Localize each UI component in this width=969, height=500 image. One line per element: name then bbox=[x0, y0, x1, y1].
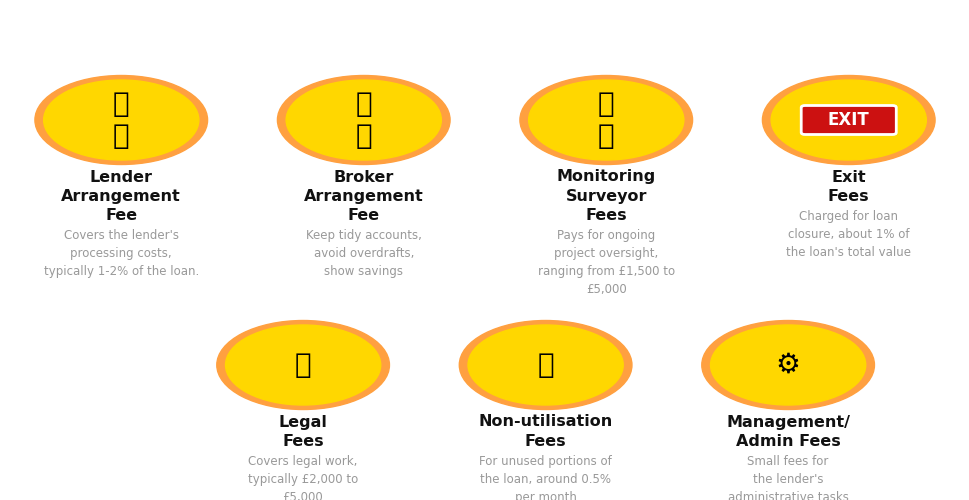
Text: Keep tidy accounts,
avoid overdrafts,
show savings: Keep tidy accounts, avoid overdrafts, sh… bbox=[305, 229, 422, 278]
Circle shape bbox=[35, 76, 207, 164]
Circle shape bbox=[519, 76, 692, 164]
Circle shape bbox=[467, 325, 622, 405]
Text: 🔨: 🔨 bbox=[295, 351, 311, 379]
Text: 💵
🤲: 💵 🤲 bbox=[112, 90, 130, 150]
Text: Non-utilisation
Fees: Non-utilisation Fees bbox=[478, 414, 612, 448]
Text: Charged for loan
closure, about 1% of
the loan's total value: Charged for loan closure, about 1% of th… bbox=[786, 210, 910, 259]
Text: Broker
Arrangement
Fee: Broker Arrangement Fee bbox=[303, 170, 423, 223]
Text: Small fees for
the lender's
administrative tasks: Small fees for the lender's administrati… bbox=[727, 455, 848, 500]
FancyBboxPatch shape bbox=[800, 106, 895, 134]
Text: For unused portions of
the loan, around 0.5%
per month: For unused portions of the loan, around … bbox=[479, 455, 611, 500]
Text: Lender
Arrangement
Fee: Lender Arrangement Fee bbox=[61, 170, 181, 223]
Circle shape bbox=[770, 80, 925, 160]
Text: Management/
Admin Fees: Management/ Admin Fees bbox=[726, 414, 849, 448]
Circle shape bbox=[709, 325, 864, 405]
Circle shape bbox=[528, 80, 683, 160]
Text: Covers the lender's
processing costs,
typically 1-2% of the loan.: Covers the lender's processing costs, ty… bbox=[44, 229, 199, 278]
Text: Exit
Fees: Exit Fees bbox=[828, 170, 868, 203]
Circle shape bbox=[216, 320, 389, 410]
Text: 👔
💰: 👔 💰 bbox=[355, 90, 372, 150]
Circle shape bbox=[286, 80, 441, 160]
Text: EXIT: EXIT bbox=[827, 111, 869, 129]
Circle shape bbox=[44, 80, 199, 160]
Circle shape bbox=[701, 320, 874, 410]
Circle shape bbox=[225, 325, 380, 405]
Text: ⚙️: ⚙️ bbox=[775, 351, 799, 379]
Text: Legal
Fees: Legal Fees bbox=[278, 414, 328, 448]
Text: Covers legal work,
typically £2,000 to
£5,000: Covers legal work, typically £2,000 to £… bbox=[248, 455, 358, 500]
Text: 💵: 💵 bbox=[537, 351, 553, 379]
Circle shape bbox=[762, 76, 934, 164]
Circle shape bbox=[458, 320, 632, 410]
Text: Pays for ongoing
project oversight,
ranging from £1,500 to
£5,000: Pays for ongoing project oversight, rang… bbox=[537, 229, 674, 296]
Text: Monitoring
Surveyor
Fees: Monitoring Surveyor Fees bbox=[556, 170, 655, 223]
Text: 👷
👷: 👷 👷 bbox=[597, 90, 614, 150]
Circle shape bbox=[277, 76, 450, 164]
